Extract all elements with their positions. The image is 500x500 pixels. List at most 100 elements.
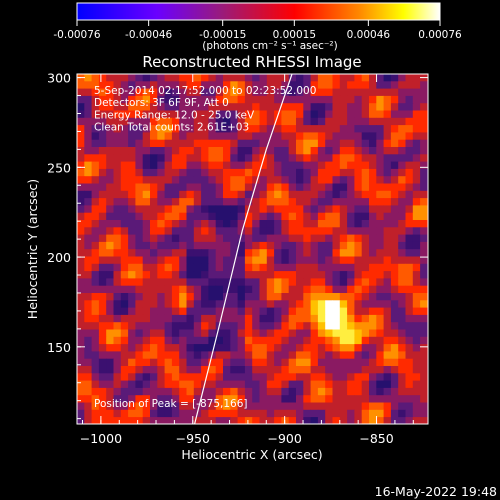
heatmap-cell [259, 329, 268, 338]
heatmap-cell [150, 256, 158, 265]
heatmap-cell [274, 314, 282, 323]
heatmap-cell [186, 300, 195, 308]
heatmap-cell [369, 183, 377, 192]
heatmap-cell [252, 373, 260, 381]
heatmap-cell [317, 154, 326, 162]
heatmap-cell [77, 117, 85, 126]
heatmap-cell [91, 205, 100, 214]
heatmap-cell [120, 395, 129, 403]
heatmap-cell [412, 314, 421, 323]
heatmap-cell [303, 409, 311, 418]
heatmap-cell [157, 88, 165, 97]
heatmap-cell [303, 387, 311, 396]
heatmap-cell [412, 336, 421, 345]
heatmap-cell [310, 314, 319, 323]
heatmap-cell [201, 314, 209, 323]
heatmap-cell [281, 278, 290, 287]
heatmap-cell [303, 95, 311, 104]
heatmap-cell [77, 278, 85, 287]
heatmap-cell [77, 314, 85, 323]
heatmap-cell [266, 154, 275, 162]
heatmap-cell [427, 329, 428, 338]
heatmap-cell [157, 220, 165, 228]
heatmap-cell [339, 344, 348, 352]
heatmap-cell [317, 103, 326, 111]
heatmap-cell [135, 417, 144, 424]
heatmap-cell [113, 329, 122, 338]
heatmap-cell [237, 103, 246, 111]
heatmap-cell [369, 402, 377, 411]
heatmap-cell [296, 81, 304, 89]
heatmap-cell [142, 271, 151, 279]
heatmap-cell [281, 366, 290, 374]
heatmap-cell [186, 125, 195, 133]
heatmap-cells [77, 74, 428, 424]
heatmap-cell [390, 322, 399, 330]
heatmap-cell [347, 117, 355, 126]
heatmap-cell [376, 176, 384, 184]
heatmap-cell [215, 307, 224, 316]
heatmap-cell [252, 81, 260, 89]
heatmap-cell [369, 271, 377, 279]
heatmap-cell [390, 176, 399, 184]
heatmap-cell [325, 256, 333, 265]
heatmap-cell [179, 366, 187, 374]
heatmap-cell [332, 198, 341, 206]
heatmap-cell [383, 344, 392, 352]
heatmap-cell [179, 314, 187, 323]
heatmap-cell [296, 285, 304, 294]
heatmap-cell [128, 278, 136, 287]
heatmap-cell [113, 256, 122, 265]
heatmap-cell [84, 373, 92, 381]
heatmap-cell [398, 300, 406, 308]
heatmap-cell [179, 176, 187, 184]
heatmap-cell [303, 176, 311, 184]
heatmap-cell [223, 351, 231, 360]
heatmap-cell [288, 329, 297, 338]
heatmap-cell [230, 220, 238, 228]
heatmap-cell [288, 220, 297, 228]
heatmap-cell [230, 300, 238, 308]
heatmap-cell [390, 329, 399, 338]
heatmap-cell [120, 380, 129, 389]
heatmap-cell [412, 95, 421, 104]
heatmap-cell [325, 380, 333, 389]
heatmap-cell [405, 132, 414, 141]
heatmap-cell [128, 402, 136, 411]
heatmap-cell [77, 154, 85, 162]
heatmap-cell [303, 227, 311, 235]
heatmap-cell [77, 366, 85, 374]
heatmap-cell [361, 168, 370, 177]
heatmap-cell [113, 344, 122, 352]
heatmap-cell [113, 190, 122, 199]
heatmap-cell [186, 314, 195, 323]
heatmap-cell [179, 278, 187, 287]
heatmap-cell [412, 300, 421, 308]
heatmap-cell [237, 234, 246, 243]
heatmap-cell [157, 351, 165, 360]
heatmap-cell [120, 293, 129, 301]
heatmap-cell [186, 271, 195, 279]
heatmap-cell [84, 358, 92, 367]
heatmap-cell [405, 220, 414, 228]
heatmap-cell [135, 147, 144, 155]
heatmap-cell [128, 300, 136, 308]
heatmap-cell [215, 402, 224, 411]
heatmap-cell [142, 132, 151, 141]
heatmap-cell [427, 380, 428, 389]
heatmap-cell [398, 387, 406, 396]
heatmap-cell [237, 74, 246, 82]
heatmap-cell [98, 285, 107, 294]
heatmap-cell [135, 351, 144, 360]
heatmap-cell [171, 205, 180, 214]
heatmap-cell [252, 417, 260, 424]
heatmap-cell [201, 417, 209, 424]
heatmap-cell [354, 293, 363, 301]
heatmap-cell [77, 263, 85, 272]
heatmap-cell [303, 366, 311, 374]
heatmap-cell [369, 329, 377, 338]
heatmap-cell [84, 241, 92, 250]
heatmap-cell [296, 402, 304, 411]
heatmap-cell [223, 278, 231, 287]
heatmap-cell [390, 373, 399, 381]
